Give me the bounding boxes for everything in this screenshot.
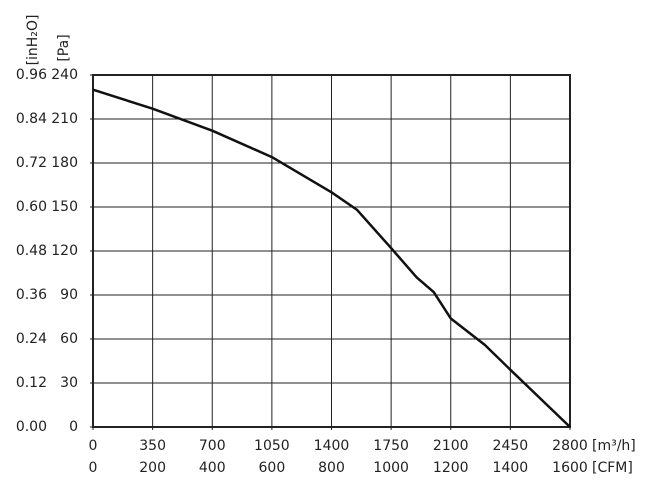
y2-tick-label: 0.48	[16, 243, 47, 259]
x2-tick-label: 1400	[493, 460, 529, 476]
x-tick-label: 350	[139, 438, 166, 454]
x-tick-label: 2800	[552, 438, 588, 454]
y-tick-label: 240	[51, 67, 78, 83]
y2-tick-label: 0.00	[16, 419, 47, 435]
plot-frame	[92, 74, 571, 428]
y-tick-label: 180	[51, 155, 78, 171]
y-tick-label: 90	[60, 287, 78, 303]
x2-tick-label: 1200	[433, 460, 469, 476]
y-axis-title: [Pa]	[56, 34, 72, 61]
y-tick-label: 210	[51, 111, 78, 127]
y2-tick-label: 0.84	[16, 111, 47, 127]
x-tick-label: 1400	[314, 438, 350, 454]
curve	[92, 88, 571, 428]
x2-tick-label: 200	[139, 460, 166, 476]
y2-tick-label: 0.36	[16, 287, 47, 303]
x-axis-title: [m³/h]	[592, 438, 636, 454]
y2-tick-label: 0.72	[16, 155, 47, 171]
x-tick-label: 2450	[493, 438, 529, 454]
y2-axis-title: [inH₂O]	[25, 15, 41, 66]
x2-tick-label: 600	[259, 460, 286, 476]
y-tick-label: 120	[51, 243, 78, 259]
y2-tick-label: 0.60	[16, 199, 47, 215]
y2-tick-label: 0.96	[16, 67, 47, 83]
x-tick-label: 1050	[254, 438, 290, 454]
y-tick-label: 150	[51, 199, 78, 215]
y-tick-label: 30	[60, 375, 78, 391]
x-tick-label: 1750	[373, 438, 409, 454]
y-tick-label: 60	[60, 331, 78, 347]
y2-tick-label: 0.24	[16, 331, 47, 347]
x2-axis-title: [CFM]	[592, 460, 633, 476]
x-tick-label: 0	[89, 438, 98, 454]
x2-tick-label: 1600	[552, 460, 588, 476]
x2-tick-label: 1000	[373, 460, 409, 476]
y2-tick-label: 0.12	[16, 375, 47, 391]
x2-tick-label: 0	[89, 460, 98, 476]
x2-tick-label: 400	[199, 460, 226, 476]
x-tick-label: 2100	[433, 438, 469, 454]
x-tick-label: 700	[199, 438, 226, 454]
x2-tick-label: 800	[318, 460, 345, 476]
y-tick-label: 0	[69, 419, 78, 435]
